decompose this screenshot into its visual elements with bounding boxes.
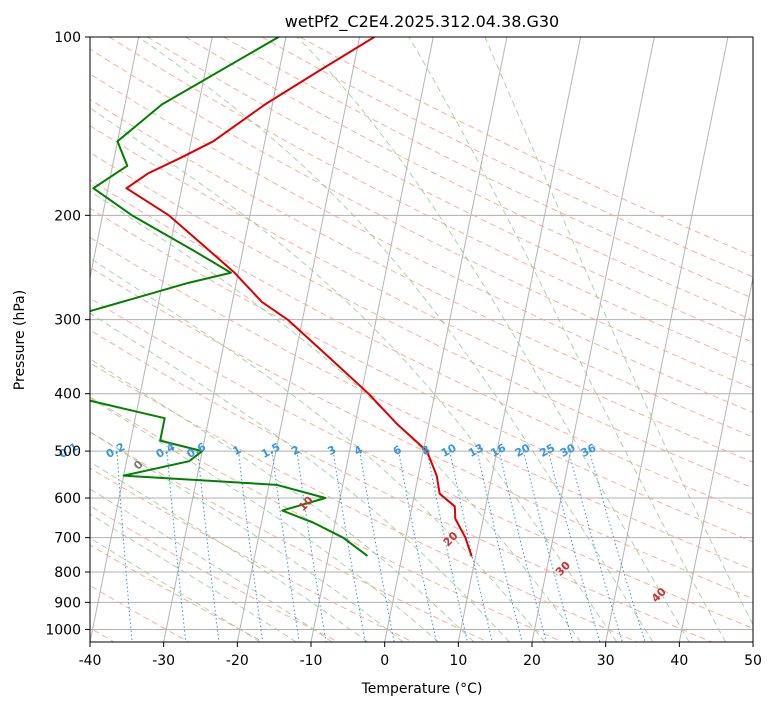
dry-adiabat-line bbox=[90, 151, 753, 489]
mixing-ratio-line bbox=[568, 450, 623, 642]
moist-adiabat-line bbox=[484, 37, 753, 626]
series-lines bbox=[90, 37, 473, 557]
mixing-ratio-line bbox=[476, 450, 523, 642]
y-tick-label: 300 bbox=[54, 313, 81, 329]
mixing-ratio-line bbox=[426, 451, 468, 642]
dry-adiabat-line bbox=[90, 73, 753, 414]
mixing-ratio-line bbox=[116, 451, 133, 642]
x-tick-label: 30 bbox=[597, 653, 615, 669]
moist-adiabat-line bbox=[138, 37, 654, 642]
plot-background bbox=[90, 37, 753, 642]
moist-adiabat-line bbox=[90, 190, 582, 642]
dry-adiabat-line bbox=[90, 236, 753, 571]
dry-adiabat-line bbox=[90, 431, 488, 642]
mixing-ratio-line bbox=[271, 451, 300, 642]
x-tick-label: 0 bbox=[380, 653, 389, 669]
mixing-ratio-line bbox=[547, 450, 601, 642]
moist-adiabat-line bbox=[90, 257, 546, 642]
y-tick-label: 900 bbox=[54, 595, 81, 611]
isotherm-line bbox=[605, 37, 729, 642]
y-axis-label: Pressure (hPa) bbox=[12, 290, 28, 390]
temperature-profile-line bbox=[125, 37, 473, 557]
x-tick-label: -40 bbox=[79, 653, 102, 669]
isotherm-line bbox=[90, 37, 213, 642]
x-axis: -40 -30 -20 -10 0 10 20 30 40 50 bbox=[79, 642, 762, 669]
mixing-ratio-label: 13 bbox=[466, 441, 486, 460]
moist-adiabat-line bbox=[90, 431, 404, 642]
y-tick-label: 200 bbox=[54, 208, 81, 224]
mixing-ratio-line bbox=[589, 450, 646, 642]
moist-adiabat-line bbox=[408, 37, 726, 642]
dry-adiabat-line bbox=[90, 266, 753, 600]
mixing-ratio-label: 30 bbox=[558, 441, 578, 460]
x-tick-label: 40 bbox=[670, 653, 688, 669]
isotherm-line bbox=[0, 37, 65, 642]
mixing-ratio-line bbox=[166, 451, 187, 642]
mixing-ratio-line bbox=[523, 450, 574, 642]
y-axis: 100 200 300 400 500 600 700 800 900 1000 bbox=[45, 30, 90, 638]
dry-adiabat-line bbox=[261, 37, 753, 278]
moist-adiabat-line bbox=[90, 397, 439, 642]
isotherm-line bbox=[310, 37, 434, 642]
x-tick-label: -30 bbox=[152, 653, 175, 669]
mixing-ratio-label: 10 bbox=[439, 441, 459, 460]
mixing-ratio-label: 25 bbox=[537, 441, 557, 460]
x-tick-label: 10 bbox=[449, 653, 467, 669]
dry-adiabat-line bbox=[90, 48, 753, 390]
isotherm-line bbox=[163, 37, 287, 642]
y-tick-label: 600 bbox=[54, 491, 81, 507]
plot-frame bbox=[89, 36, 754, 643]
background-lines bbox=[0, 37, 753, 642]
dry-adiabat-line bbox=[90, 125, 753, 463]
mixing-ratio-label: 20 bbox=[513, 441, 533, 460]
x-tick-label: -20 bbox=[226, 653, 249, 669]
x-axis-label: Temperature (°C) bbox=[361, 681, 483, 697]
y-tick-label: 400 bbox=[54, 387, 81, 403]
mixing-ratio-label: 36 bbox=[579, 441, 599, 460]
mixing-ratio-line bbox=[237, 451, 264, 642]
moist-adiabat-line bbox=[90, 107, 618, 642]
chart-title: wetPf2_C2E4.2025.312.04.38.G30 bbox=[285, 12, 559, 32]
mixing-ratio-line bbox=[197, 451, 220, 642]
x-tick-label: 20 bbox=[523, 653, 541, 669]
dry-adiabat-line bbox=[223, 37, 753, 299]
dry-adiabat-line bbox=[90, 362, 638, 642]
dry-adiabat-line bbox=[90, 207, 753, 543]
y-tick-label: 700 bbox=[54, 531, 81, 547]
dewpoint-profile-line bbox=[90, 37, 368, 557]
y-tick-label: 800 bbox=[54, 565, 81, 581]
isotherm-line bbox=[457, 37, 582, 642]
mixing-ratio-line bbox=[449, 451, 493, 642]
isotherm-line bbox=[752, 639, 753, 642]
mixing-ratio-line bbox=[398, 451, 437, 642]
isotherm-line bbox=[236, 37, 361, 642]
y-tick-label: 100 bbox=[54, 30, 81, 46]
moist-adiabat-line bbox=[90, 461, 368, 642]
y-tick-label: 500 bbox=[54, 444, 81, 460]
x-tick-label: -10 bbox=[300, 653, 323, 669]
moist-adiabat-line bbox=[90, 537, 261, 642]
dry-adiabat-line bbox=[147, 37, 753, 343]
dry-adiabat-line bbox=[90, 329, 712, 642]
x-tick-label: 50 bbox=[744, 653, 762, 669]
mixing-ratio-line bbox=[498, 450, 547, 642]
y-tick-label: 1000 bbox=[45, 622, 81, 638]
mixing-ratio-line bbox=[296, 451, 327, 642]
isotherm-line bbox=[384, 37, 508, 642]
isotherm-line bbox=[531, 37, 655, 642]
isotherm-line bbox=[678, 274, 753, 642]
isotherm-line bbox=[90, 37, 140, 281]
mixing-ratio-label: 16 bbox=[488, 441, 508, 460]
